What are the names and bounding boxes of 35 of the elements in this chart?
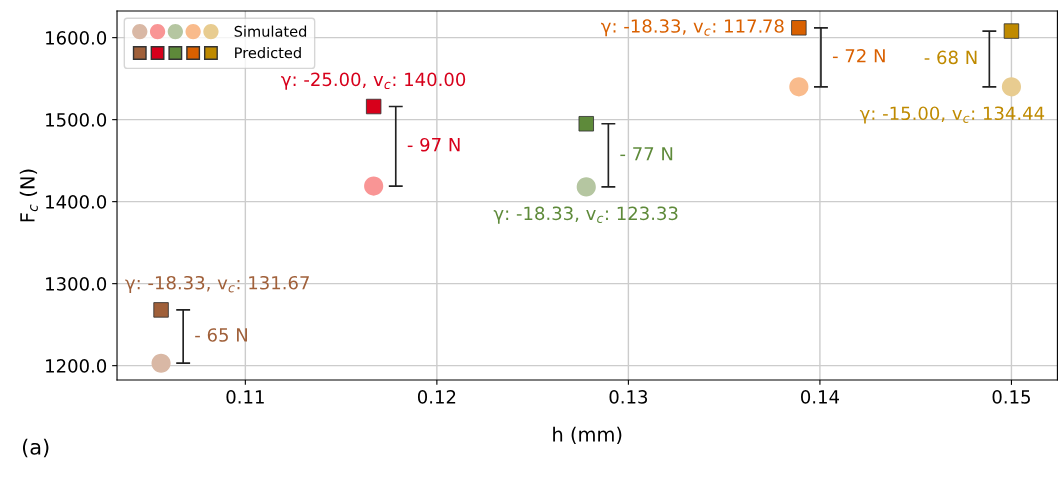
y-tick-label: 1400.0 xyxy=(46,195,107,209)
x-tick-label: 0.14 xyxy=(801,390,840,404)
y-tick-label: 1300.0 xyxy=(46,277,107,291)
annotation: γ: -15.00, v$_{c}$: 134.44 xyxy=(859,106,1045,124)
annotation: γ: -18.33, v$_{c}$: 131.67 xyxy=(125,275,309,294)
y-tick-label: 1200.0 xyxy=(46,359,107,373)
point xyxy=(153,302,169,318)
text: (a) xyxy=(22,438,49,458)
point xyxy=(1001,77,1022,97)
annotation: γ: -18.33, v$_{c}$: 117.78 xyxy=(601,19,784,37)
point xyxy=(151,353,171,373)
x-tick-label: 0.15 xyxy=(992,390,1030,404)
point xyxy=(576,177,596,197)
annotation: - 72 N xyxy=(832,48,885,63)
annotation: γ: -25.00, v$_{c}$: 140.00 xyxy=(281,72,466,90)
y-axis-title: F$_{c}$ (N) xyxy=(19,169,38,222)
point xyxy=(365,98,382,115)
x-axis-title: h (mm) xyxy=(553,426,622,444)
x-tick-label: 0.13 xyxy=(609,390,648,404)
annotation: - 68 N xyxy=(924,50,977,65)
point xyxy=(578,116,594,132)
point xyxy=(1003,23,1020,39)
point xyxy=(364,176,384,196)
x-tick-label: 0.11 xyxy=(226,390,264,404)
annotation: - 65 N xyxy=(195,328,247,342)
point xyxy=(789,77,809,97)
y-tick-label: 1600.0 xyxy=(46,31,107,45)
x-tick-label: 0.12 xyxy=(417,390,456,404)
annotation: - 77 N xyxy=(620,147,673,161)
legend-label: Simulated xyxy=(234,25,307,37)
point xyxy=(791,20,807,36)
y-tick-label: 1500.0 xyxy=(46,113,107,127)
legend-label: Predicted xyxy=(235,46,301,59)
annotation: - 97 N xyxy=(407,137,460,152)
annotation: γ: -18.33, v$_{c}$: 123.33 xyxy=(493,206,678,224)
